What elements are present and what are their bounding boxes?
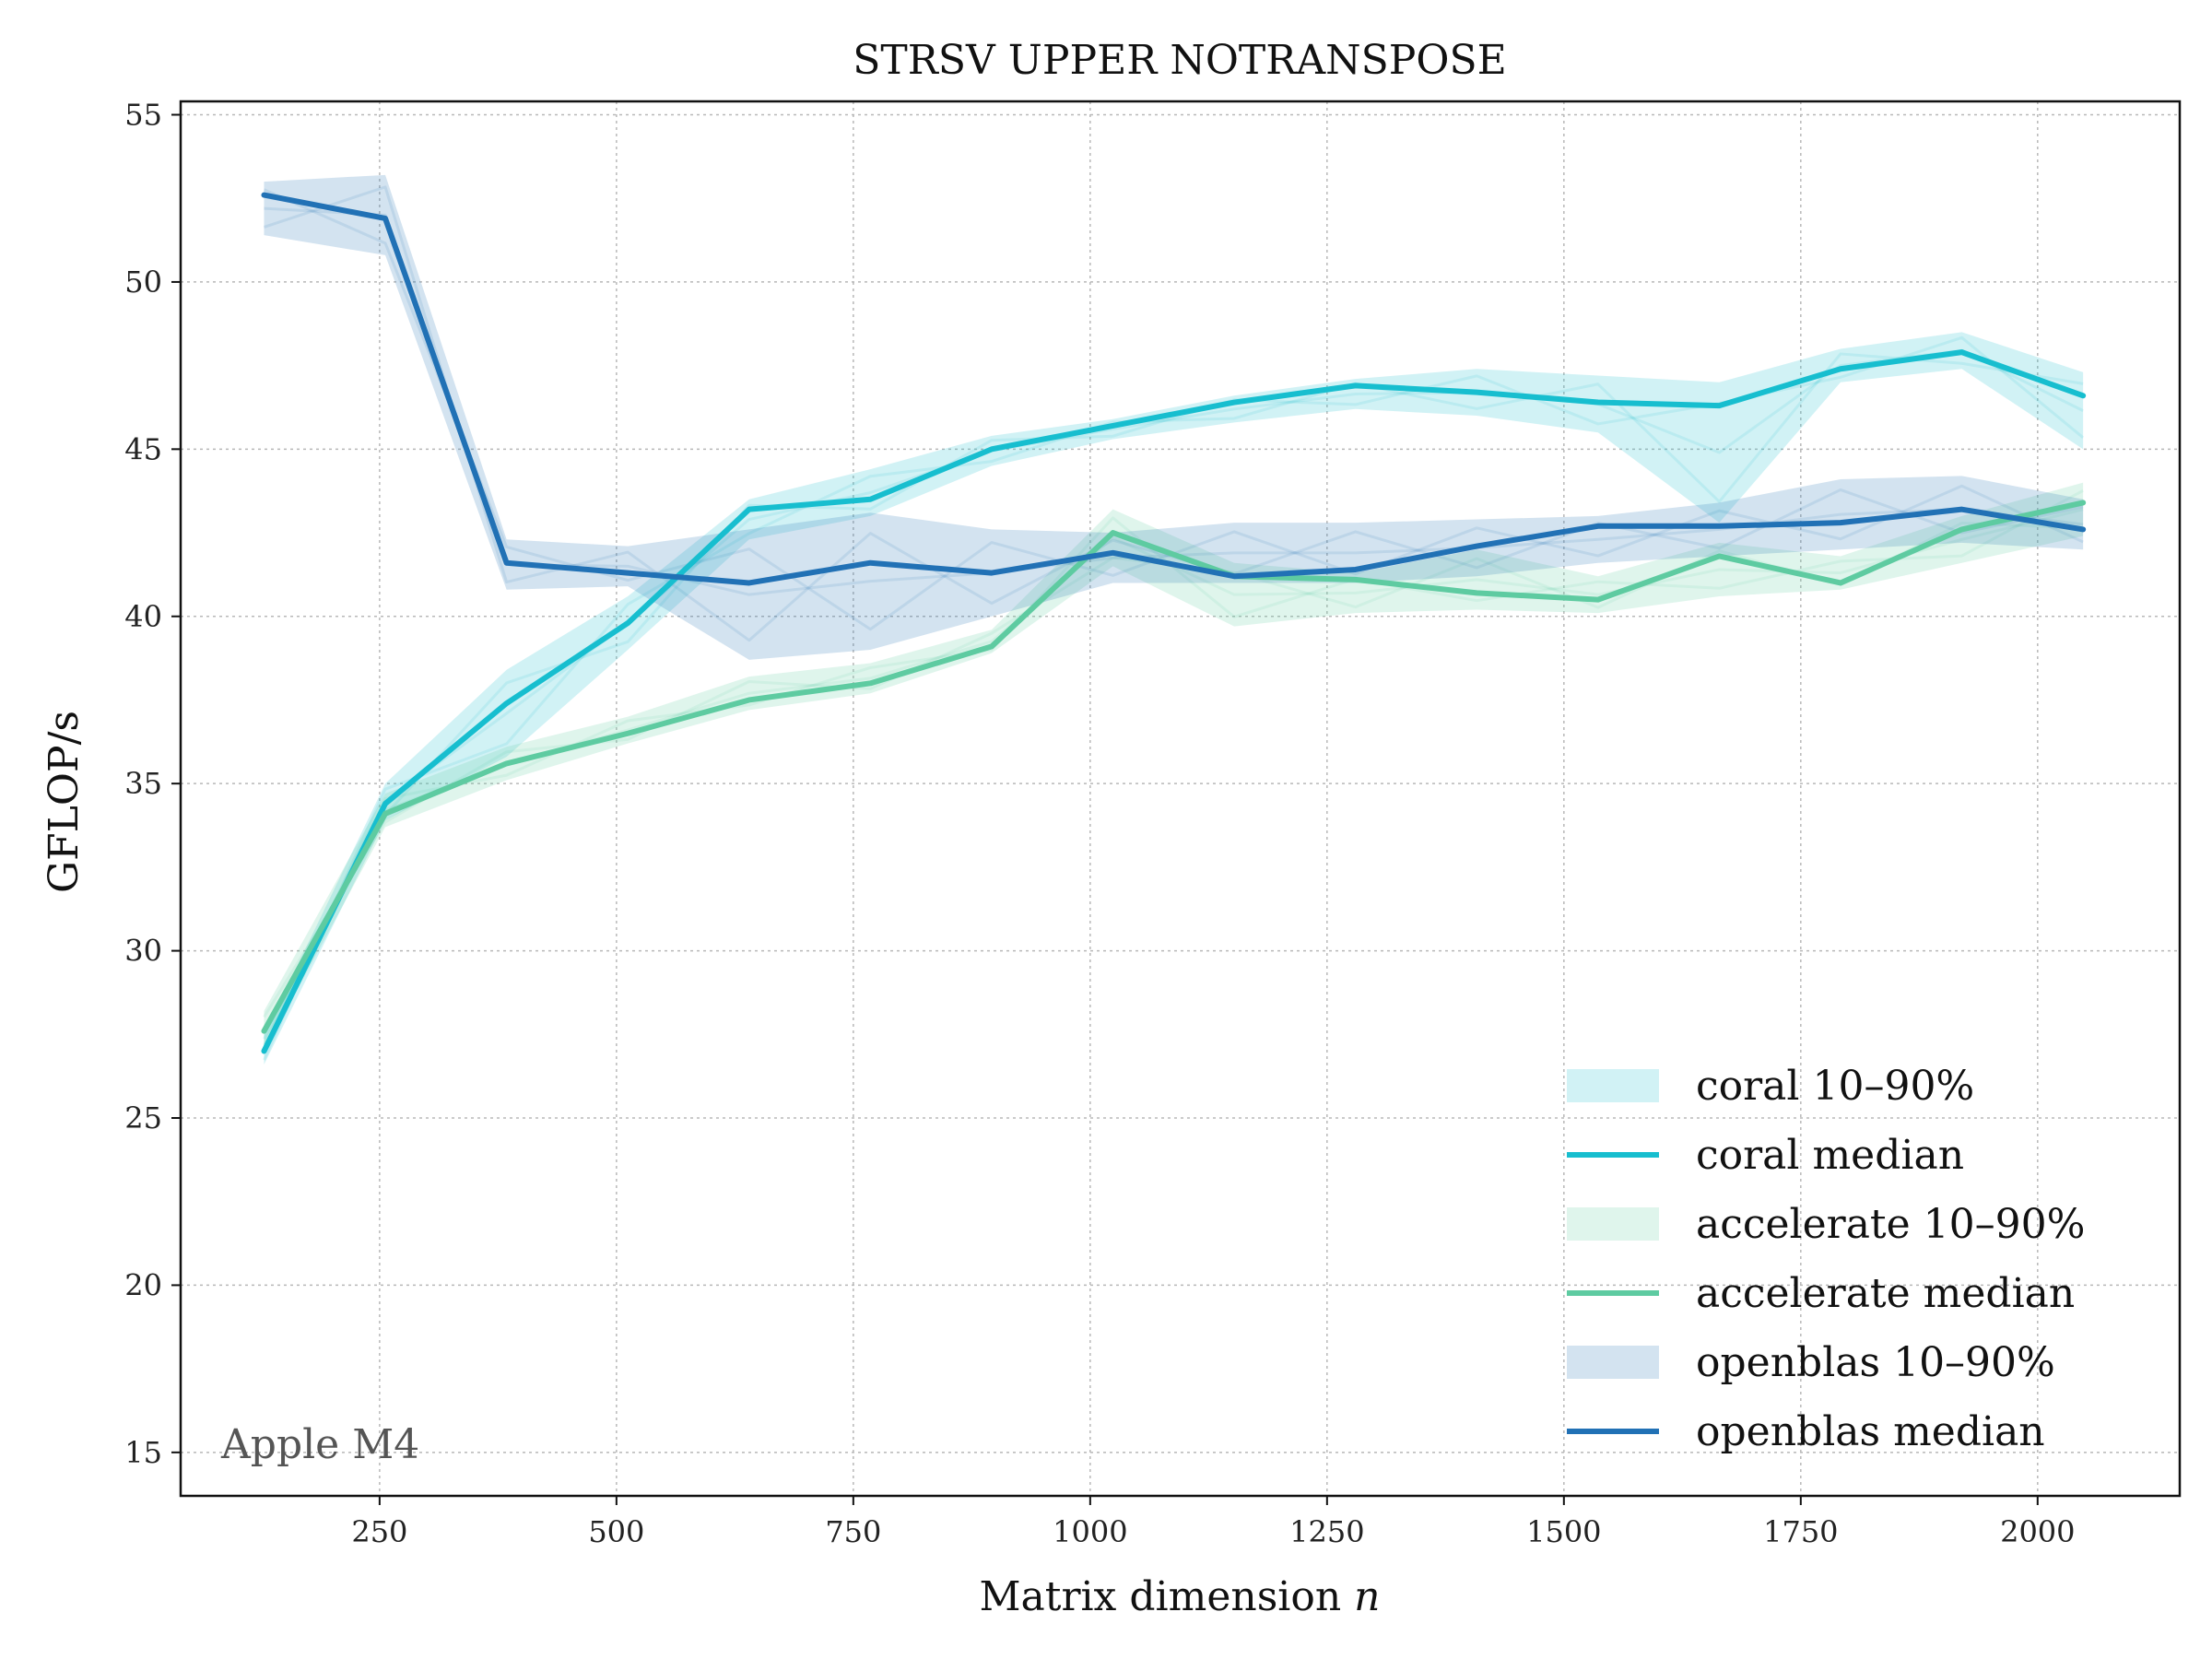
x-tick-label: 750	[825, 1514, 881, 1549]
accelerate-band	[264, 482, 2084, 1052]
legend: coral 10–90% coral median accelerate 10–90…	[1567, 1063, 2085, 1455]
legend-label: openblas median	[1696, 1408, 2045, 1455]
openblas-median-line	[261, 192, 2087, 586]
hardware-annotation: Apple M4	[220, 1421, 419, 1468]
legend-label: coral median	[1696, 1132, 1964, 1179]
x-tick-label: 1250	[1289, 1514, 1364, 1549]
openblas-band-swatch	[1567, 1346, 1659, 1379]
y-tick-label: 40	[124, 599, 162, 634]
y-tick-label: 15	[124, 1435, 162, 1470]
coral-trial-trace	[263, 348, 2084, 1051]
x-tick-label: 1500	[1526, 1514, 1601, 1549]
x-tick-label: 2000	[2000, 1514, 2075, 1549]
y-tick-label: 55	[124, 98, 162, 133]
x-tick-label: 1000	[1053, 1514, 1127, 1549]
coral-median-line	[261, 349, 2087, 1054]
x-axis-title-text: Matrix dimension	[979, 1573, 1354, 1620]
legend-label: openblas 10–90%	[1696, 1339, 2055, 1386]
x-axis-variable: n	[1354, 1573, 1380, 1620]
legend-label: coral 10–90%	[1696, 1063, 1974, 1110]
coral-trial-trace	[263, 352, 2084, 1061]
x-tick-label: 500	[588, 1514, 644, 1549]
y-axis-title: GFLOP/s	[41, 711, 88, 893]
legend-label: accelerate median	[1696, 1270, 2075, 1317]
axis-ticks: 250 500 750 1000 1250 1500 1750 2000 15 20 25 30 35 4…	[124, 98, 2075, 1549]
legend-label: accelerate 10–90%	[1696, 1201, 2085, 1248]
chart-title: STRSV UPPER NOTRANSPOSE	[853, 37, 1506, 84]
coral-band-swatch	[1567, 1069, 1659, 1102]
plot-frame	[179, 100, 2182, 1498]
gridlines	[181, 101, 2180, 1496]
x-tick-label: 250	[351, 1514, 407, 1549]
accelerate-median-line	[261, 500, 2087, 1034]
x-axis-title: Matrix dimension n	[979, 1573, 1380, 1620]
median-lines	[261, 192, 2087, 1054]
accelerate-band-swatch	[1567, 1207, 1659, 1241]
y-tick-label: 35	[124, 766, 162, 801]
y-tick-label: 25	[124, 1100, 162, 1135]
y-tick-label: 50	[124, 265, 162, 300]
x-tick-label: 1750	[1763, 1514, 1838, 1549]
y-tick-label: 45	[124, 431, 162, 466]
y-tick-label: 30	[124, 934, 162, 969]
y-tick-label: 20	[124, 1267, 162, 1302]
